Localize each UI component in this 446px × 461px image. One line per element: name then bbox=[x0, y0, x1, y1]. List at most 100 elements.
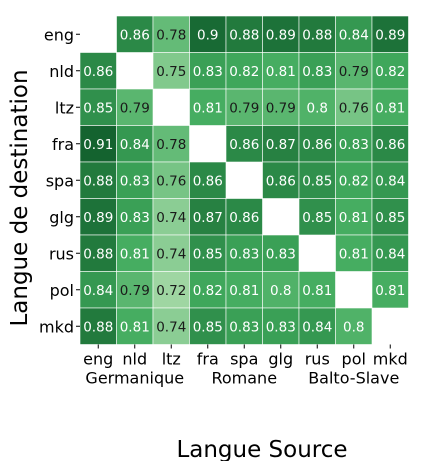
heatmap-cell bbox=[152, 271, 190, 309]
x-axis-ticks: eng nld ltz fra spa glg rus pol mkd bbox=[83, 344, 408, 369]
cell-value-label: 0.85 bbox=[302, 210, 332, 226]
x-tick-label: rus bbox=[305, 350, 330, 369]
cell-value-label: 0.84 bbox=[375, 246, 405, 262]
cell-value-label: 0.79 bbox=[120, 283, 150, 299]
cell-value-label: 0.88 bbox=[83, 246, 113, 262]
cell-value-label: 0.78 bbox=[156, 137, 186, 153]
heatmap-cell bbox=[262, 161, 300, 199]
y-tick-label: eng bbox=[44, 25, 74, 44]
cell-value-label: 0.81 bbox=[120, 319, 150, 335]
cell-value-label: 0.88 bbox=[83, 173, 113, 189]
cell-value-label: 0.82 bbox=[375, 64, 405, 80]
heatmap-cell bbox=[189, 88, 227, 126]
heatmap-cell bbox=[225, 88, 263, 126]
heatmap-cell bbox=[189, 15, 227, 53]
heatmap-cell bbox=[371, 198, 409, 236]
x-tick-label: pol bbox=[342, 350, 366, 369]
cell-value-label: 0.9 bbox=[197, 27, 218, 43]
cell-value-label: 0.83 bbox=[229, 319, 259, 335]
cell-value-label: 0.76 bbox=[339, 100, 369, 116]
x-tick-label: glg bbox=[268, 350, 293, 369]
x-tick-label: mkd bbox=[373, 350, 408, 369]
cell-value-label: 0.86 bbox=[193, 173, 223, 189]
heatmap-cell bbox=[79, 234, 117, 272]
cell-value-label: 0.83 bbox=[339, 137, 369, 153]
cell-value-label: 0.86 bbox=[375, 137, 405, 153]
heatmap-cell bbox=[335, 307, 373, 345]
heatmap-cell bbox=[152, 307, 190, 345]
cell-value-label: 0.82 bbox=[229, 64, 259, 80]
cell-value-label: 0.85 bbox=[302, 173, 332, 189]
cell-value-label: 0.79 bbox=[229, 100, 259, 116]
cell-value-label: 0.81 bbox=[339, 246, 369, 262]
cell-value-label: 0.82 bbox=[339, 173, 369, 189]
x-tick-label: eng bbox=[83, 350, 113, 369]
cell-value-label: 0.83 bbox=[266, 319, 296, 335]
cell-value-label: 0.88 bbox=[229, 27, 259, 43]
cell-value-label: 0.83 bbox=[266, 246, 296, 262]
cell-value-label: 0.74 bbox=[156, 246, 186, 262]
y-axis-title: Langue de destination bbox=[7, 69, 33, 326]
cell-value-label: 0.8 bbox=[343, 319, 364, 335]
heatmap-cell bbox=[225, 125, 263, 163]
heatmap-cell bbox=[298, 88, 336, 126]
cell-value-label: 0.79 bbox=[120, 100, 150, 116]
cell-value-label: 0.81 bbox=[302, 283, 332, 299]
heatmap-cell bbox=[152, 125, 190, 163]
y-axis-ticks: eng nld ltz fra spa glg rus pol mkd bbox=[39, 25, 80, 336]
cell-value-label: 0.81 bbox=[266, 64, 296, 80]
cell-value-label: 0.86 bbox=[229, 137, 259, 153]
x-tick-label: ltz bbox=[162, 350, 181, 369]
cell-value-label: 0.83 bbox=[302, 64, 332, 80]
heatmap-cell bbox=[262, 88, 300, 126]
cell-value-label: 0.84 bbox=[302, 319, 332, 335]
heatmap-cell bbox=[335, 88, 373, 126]
heatmap-cell bbox=[116, 307, 154, 345]
cell-value-label: 0.89 bbox=[266, 27, 296, 43]
heatmap-cell bbox=[225, 198, 263, 236]
cell-value-label: 0.83 bbox=[229, 246, 259, 262]
x-axis-title: Langue Source bbox=[176, 437, 347, 461]
y-tick-label: fra bbox=[52, 135, 74, 154]
cell-value-label: 0.79 bbox=[266, 100, 296, 116]
cell-value-label: 0.83 bbox=[193, 64, 223, 80]
heatmap-cell bbox=[189, 161, 227, 199]
cell-value-label: 0.76 bbox=[156, 173, 186, 189]
cell-value-label: 0.85 bbox=[375, 210, 405, 226]
cell-value-label: 0.84 bbox=[120, 137, 150, 153]
y-tick-label: ltz bbox=[55, 98, 74, 117]
y-tick-label: spa bbox=[46, 171, 74, 190]
heatmap-cell bbox=[152, 15, 190, 53]
cell-value-label: 0.89 bbox=[83, 210, 113, 226]
cell-value-label: 0.75 bbox=[156, 64, 186, 80]
heatmap-cell bbox=[298, 52, 336, 90]
cell-value-label: 0.88 bbox=[302, 27, 332, 43]
heatmap-cell bbox=[116, 198, 154, 236]
heatmap-cell bbox=[116, 234, 154, 272]
x-tick-label: fra bbox=[197, 350, 219, 369]
heatmap-cell bbox=[371, 52, 409, 90]
x-tick-label: spa bbox=[230, 350, 258, 369]
heatmap-cell bbox=[152, 52, 190, 90]
cell-value-label: 0.81 bbox=[339, 210, 369, 226]
x-group-label: Romane bbox=[211, 369, 277, 388]
y-tick-label: rus bbox=[49, 244, 74, 263]
heatmap-cell bbox=[116, 88, 154, 126]
heatmap-cell bbox=[335, 234, 373, 272]
x-group-label: Balto-Slave bbox=[308, 369, 399, 388]
cell-value-label: 0.88 bbox=[83, 319, 113, 335]
cell-value-label: 0.74 bbox=[156, 319, 186, 335]
heatmap-cell bbox=[225, 271, 263, 309]
heatmap-cell bbox=[189, 307, 227, 345]
y-tick-label: glg bbox=[49, 208, 74, 227]
heatmap-cell bbox=[79, 125, 117, 163]
cell-value-label: 0.72 bbox=[156, 283, 186, 299]
cell-value-label: 0.85 bbox=[193, 246, 223, 262]
x-group-label: Germanique bbox=[85, 369, 184, 388]
cell-value-label: 0.86 bbox=[302, 137, 332, 153]
cell-value-label: 0.85 bbox=[193, 319, 223, 335]
heatmap-cell bbox=[335, 198, 373, 236]
heatmap-cell bbox=[371, 161, 409, 199]
cell-value-label: 0.87 bbox=[266, 137, 296, 153]
